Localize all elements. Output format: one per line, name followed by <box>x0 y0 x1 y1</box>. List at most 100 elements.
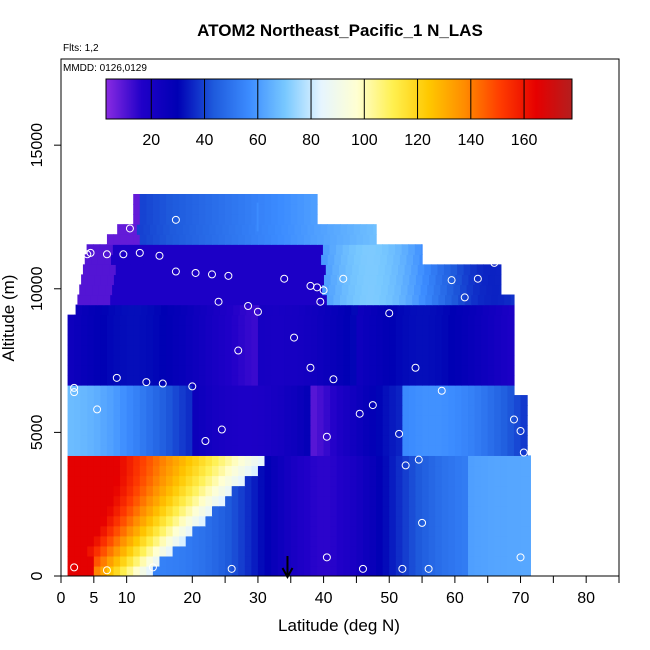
heatmap-cell <box>218 193 226 205</box>
heatmap-cell <box>257 314 266 326</box>
heatmap-cell <box>136 294 144 306</box>
heatmap-cell <box>317 334 325 346</box>
heatmap-cell <box>290 334 298 346</box>
heatmap-cell <box>172 314 180 326</box>
heatmap-cell <box>349 405 358 416</box>
heatmap-cell <box>166 425 174 436</box>
heatmap-cell <box>205 565 213 576</box>
heatmap-cell <box>87 405 95 416</box>
heatmap-cell <box>107 274 115 286</box>
heatmap-cell <box>507 565 515 576</box>
heatmap-cell <box>382 384 390 396</box>
heatmap-cell <box>507 344 515 356</box>
heatmap-cell <box>133 545 141 557</box>
heatmap-cell <box>276 244 285 255</box>
heatmap-cell <box>468 405 476 416</box>
heatmap-cell <box>74 354 82 366</box>
heatmap-cell <box>126 395 134 406</box>
heatmap-cell <box>271 545 279 557</box>
heatmap-cell <box>507 425 515 436</box>
heatmap-cell <box>356 455 364 467</box>
heatmap-cell <box>83 294 92 306</box>
heatmap-cell <box>96 264 104 276</box>
heatmap-cell <box>146 495 154 507</box>
heatmap-cell <box>181 264 189 276</box>
heatmap-cell <box>474 405 482 416</box>
heatmap-cell <box>382 395 390 406</box>
heatmap-cell <box>428 545 436 557</box>
heatmap-cell <box>257 405 266 416</box>
heatmap-cell <box>126 555 134 567</box>
heatmap-cell <box>252 304 260 316</box>
heatmap-cell <box>419 254 423 265</box>
heatmap-cell <box>356 535 364 547</box>
heatmap-cell <box>205 214 213 225</box>
profile-point <box>158 379 167 388</box>
heatmap-cell <box>152 535 161 547</box>
heatmap-cell <box>376 565 384 576</box>
heatmap-cell <box>282 284 290 296</box>
heatmap-cell <box>80 384 88 396</box>
heatmap-cell <box>87 274 95 286</box>
heatmap-cell <box>93 545 101 557</box>
heatmap-cell <box>389 445 397 456</box>
heatmap-cell <box>430 304 438 316</box>
heatmap-cell <box>106 364 115 376</box>
heatmap-cell <box>441 485 449 497</box>
heatmap-cell <box>402 324 410 336</box>
heatmap-cell <box>481 374 489 386</box>
heatmap-cell <box>257 515 266 527</box>
heatmap-cell <box>257 525 266 537</box>
heatmap-cell <box>271 515 279 527</box>
heatmap-cell <box>238 445 246 456</box>
heatmap-cell <box>93 475 101 487</box>
heatmap-cell <box>203 284 212 296</box>
heatmap-cell <box>393 254 401 265</box>
profile-point <box>355 409 364 418</box>
heatmap-cell <box>192 354 200 366</box>
heatmap-cell <box>356 475 364 487</box>
heatmap-cell <box>336 425 344 436</box>
heatmap-cell <box>317 374 325 386</box>
heatmap-cell <box>87 505 95 517</box>
heatmap-cell <box>297 354 305 366</box>
heatmap-cell <box>408 334 417 346</box>
heatmap-cell <box>166 485 174 497</box>
heatmap-cell <box>199 274 207 286</box>
heatmap-cell <box>454 445 463 456</box>
heatmap-cell <box>238 274 246 286</box>
x-tick-label: 0 <box>57 590 66 607</box>
heatmap-cell <box>205 344 213 356</box>
heatmap-cell <box>415 565 423 576</box>
heatmap-cell <box>198 535 207 547</box>
heatmap-cell <box>297 495 305 507</box>
heatmap-cell <box>343 455 351 467</box>
heatmap-cell <box>222 224 230 235</box>
heatmap-cell <box>126 405 134 416</box>
heatmap-cell <box>225 234 233 245</box>
heatmap-cell <box>231 354 239 366</box>
heatmap-cell <box>89 264 97 276</box>
colorbar-tick-label: 60 <box>249 132 267 149</box>
heatmap-cell <box>244 545 252 557</box>
heatmap-cell <box>395 465 403 477</box>
heatmap-cell <box>251 495 259 507</box>
heatmap-cell <box>87 354 95 366</box>
heatmap-cell <box>74 324 82 336</box>
heatmap-cell <box>211 445 220 456</box>
heatmap-cell <box>362 425 371 436</box>
heatmap-cell <box>330 234 338 245</box>
profile-point <box>244 302 253 311</box>
profile-point <box>155 251 164 260</box>
heatmap-cell <box>330 274 338 286</box>
heatmap-cell <box>159 193 167 205</box>
heatmap-cell <box>146 405 154 416</box>
heatmap-cell <box>74 314 82 326</box>
heatmap-cell <box>80 565 88 576</box>
heatmap-cell <box>481 445 489 456</box>
heatmap-cell <box>323 344 331 356</box>
heatmap-cell <box>343 435 351 446</box>
heatmap-cell <box>80 545 88 557</box>
heatmap-cell <box>113 274 122 286</box>
heatmap-cell <box>448 455 456 467</box>
